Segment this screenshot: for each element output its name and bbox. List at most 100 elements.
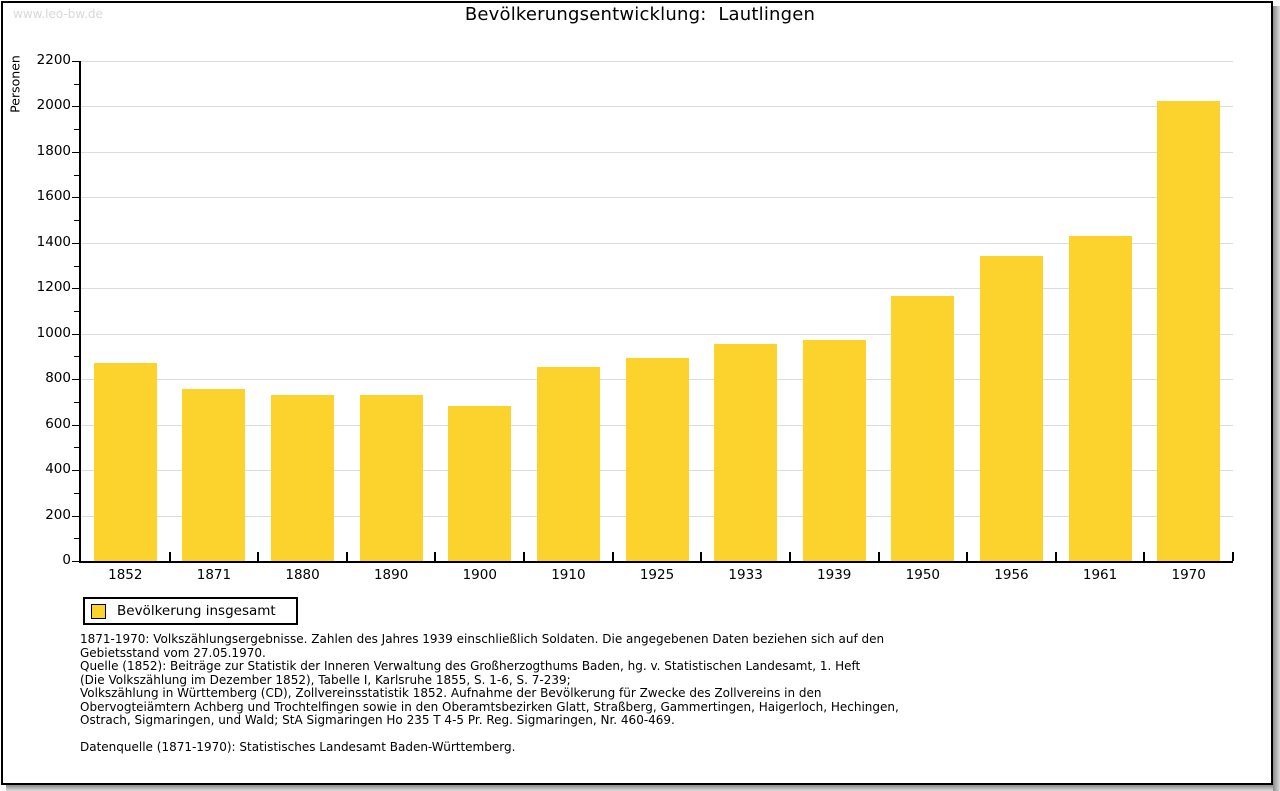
x-axis-tick — [168, 552, 171, 561]
y-tick-label: 600 — [45, 415, 71, 432]
y-axis-tick — [72, 515, 79, 517]
x-tick-label-1939: 1939 — [817, 567, 852, 583]
bar-1925 — [625, 358, 689, 561]
y-tick-label: 1800 — [36, 143, 71, 160]
x-tick-label-1956: 1956 — [994, 567, 1029, 583]
x-axis-tick — [1054, 552, 1057, 561]
bar-1950 — [891, 296, 955, 561]
y-axis-title: Personen — [7, 55, 23, 113]
y-axis-tick — [74, 220, 79, 222]
y-axis-tick — [74, 356, 79, 358]
x-axis-tick — [611, 552, 614, 561]
x-tick-label-1970: 1970 — [1171, 567, 1206, 583]
footnote-line: Ostrach, Sigmaringen, und Wald; StA Sigm… — [80, 713, 675, 727]
y-axis-tick — [72, 197, 79, 199]
footnote-line: 1871-1970: Volkszählungsergebnisse. Zahl… — [80, 632, 885, 646]
y-axis-tick — [74, 538, 79, 540]
y-axis-tick — [72, 288, 79, 290]
bar-1939 — [802, 340, 866, 561]
legend-swatch — [91, 603, 106, 619]
y-axis-tick — [74, 265, 79, 267]
gridline — [81, 197, 1233, 199]
y-tick-label: 200 — [45, 506, 71, 523]
x-tick-label-1900: 1900 — [462, 567, 497, 583]
y-tick-label: 1400 — [36, 234, 71, 251]
x-axis-tick — [434, 552, 437, 561]
x-axis-tick — [788, 552, 791, 561]
x-axis-tick — [966, 552, 969, 561]
y-axis-line — [79, 61, 81, 563]
y-axis-tick — [72, 424, 79, 426]
x-tick-label-1933: 1933 — [728, 567, 763, 583]
footnote-line: Gebietsstand vom 27.05.1970. — [80, 645, 266, 660]
gridline — [81, 106, 1233, 108]
y-axis-tick — [74, 447, 79, 449]
gridline — [81, 288, 1233, 290]
bar-1880 — [271, 395, 335, 561]
y-axis-tick — [74, 492, 79, 494]
y-axis-tick — [72, 106, 79, 108]
x-axis-tick — [877, 552, 880, 561]
x-tick-label-1925: 1925 — [639, 567, 675, 583]
x-axis-tick — [345, 552, 348, 561]
x-axis-tick — [700, 552, 703, 561]
y-tick-label: 2200 — [36, 52, 71, 69]
x-tick-label-1852: 1852 — [108, 567, 143, 583]
bar-1961 — [1068, 235, 1132, 561]
watermark: www.leo-bw.de — [13, 7, 103, 21]
x-axis-tick — [257, 552, 260, 561]
y-axis-tick — [74, 174, 79, 176]
y-tick-label: 1000 — [36, 324, 71, 341]
x-axis-tick — [523, 552, 526, 561]
y-tick-label: 1200 — [36, 279, 71, 296]
x-tick-label-1890: 1890 — [373, 567, 409, 583]
y-axis-tick — [72, 470, 79, 472]
legend-label: Bevölkerung insgesamt — [117, 603, 276, 619]
footnote-line: Volkszählung in Württemberg (CD), Zollve… — [80, 686, 822, 700]
gridline — [81, 333, 1233, 335]
x-axis-tick — [1143, 552, 1146, 561]
y-axis-tick — [72, 333, 79, 335]
footnote-line: (Die Volkszählung im Dezember 1852), Tab… — [80, 672, 571, 687]
y-tick-label: 800 — [45, 370, 71, 387]
bar-1890 — [359, 395, 423, 561]
bar-1970 — [1157, 101, 1221, 561]
gridline — [81, 242, 1233, 244]
legend: Bevölkerung insgesamt — [83, 597, 298, 625]
gridline — [81, 151, 1233, 153]
x-axis-tick — [1232, 552, 1234, 561]
y-axis-tick — [74, 129, 79, 131]
y-tick-label: 400 — [45, 461, 71, 478]
y-axis-tick — [72, 561, 79, 562]
y-axis-tick — [74, 83, 79, 85]
bar-1956 — [979, 256, 1043, 561]
x-tick-label-1910: 1910 — [551, 567, 586, 583]
bar-1900 — [448, 405, 512, 561]
y-tick-label: 0 — [62, 552, 71, 569]
y-axis-tick — [72, 242, 79, 244]
bar-1852 — [93, 363, 157, 561]
y-axis-tick — [72, 151, 79, 153]
frame-shadow-bottom — [6, 785, 1273, 791]
y-axis-tick — [74, 401, 79, 403]
footnotes: 1871-1970: Volkszählungsergebnisse. Zahl… — [80, 632, 899, 728]
bar-1871 — [182, 388, 246, 561]
footnote-line: Obervogteiämtern Achberg und Trochtelfin… — [80, 699, 899, 714]
y-axis-tick — [72, 379, 79, 381]
footnote-line: Quelle (1852): Beiträge zur Statistik de… — [80, 659, 861, 673]
x-tick-label-1880: 1880 — [285, 567, 320, 583]
y-tick-label: 1600 — [36, 188, 71, 205]
bar-1910 — [536, 366, 600, 561]
x-tick-label-1961: 1961 — [1082, 567, 1118, 583]
gridline — [81, 61, 1233, 62]
y-axis-tick — [72, 61, 79, 62]
y-axis-tick — [74, 311, 79, 312]
bar-1933 — [714, 343, 778, 561]
x-axis-line — [79, 561, 1233, 563]
plot-area: 0 200 400 600 800 1000 1200 1400 1600 1800 2000 220… — [37, 52, 1234, 583]
y-tick-label: 2000 — [36, 97, 71, 114]
x-tick-label-1950: 1950 — [905, 567, 941, 583]
x-tick-label-1871: 1871 — [196, 567, 232, 583]
frame-shadow-right — [1273, 6, 1280, 791]
